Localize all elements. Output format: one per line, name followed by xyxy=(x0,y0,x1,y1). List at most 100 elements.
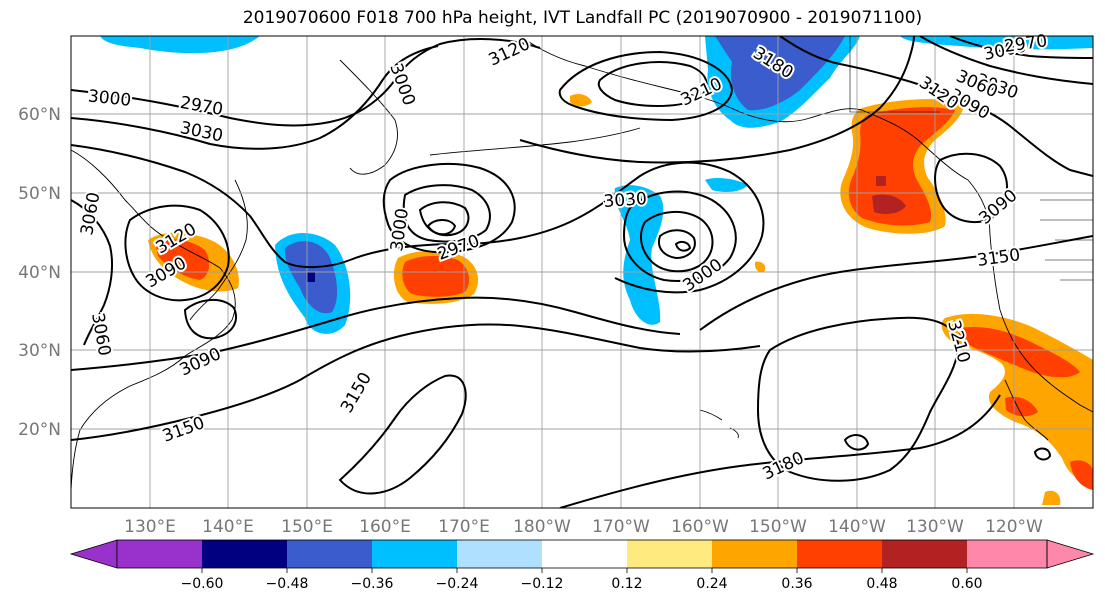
colorbar-segment xyxy=(287,540,372,568)
colorbar-segment xyxy=(882,540,967,568)
height-contour xyxy=(519,36,915,164)
height-contour xyxy=(71,199,114,346)
height-contour xyxy=(779,36,1093,177)
height-contour xyxy=(949,36,1093,59)
colorbar-tick-label: −0.60 xyxy=(181,576,224,592)
height-contour xyxy=(1033,447,1052,461)
lon-label: 130°E xyxy=(124,517,176,537)
ivt-positive-shading xyxy=(148,94,1093,505)
lon-label: 160°E xyxy=(359,517,411,537)
ivt-positive-region xyxy=(872,194,906,214)
lon-label: 150°W xyxy=(749,517,807,537)
coastline-alaska xyxy=(519,36,991,236)
map-title: 2019070600 F018 700 hPa height, IVT Land… xyxy=(242,8,923,28)
lat-label: 60°N xyxy=(18,105,61,125)
height-contour xyxy=(639,210,714,273)
map-frame xyxy=(70,35,1094,509)
height-contour xyxy=(71,38,541,127)
height-contour xyxy=(124,204,230,302)
lon-label: 170°E xyxy=(438,517,490,537)
colorbar-extend-low xyxy=(69,539,118,569)
height-contour xyxy=(558,50,734,122)
height-contour xyxy=(338,374,467,495)
colorbar-tick-label: 0.60 xyxy=(951,576,982,592)
ivt-negative-region xyxy=(307,272,315,282)
height-contour xyxy=(183,299,237,340)
ivt-positive-region xyxy=(402,256,470,297)
colorbar-segment xyxy=(797,540,882,568)
colorbar-tick-label: −0.24 xyxy=(436,576,479,592)
coastline-baja xyxy=(1004,379,1049,441)
height-contour xyxy=(71,144,351,269)
ivt-negative-region xyxy=(900,36,1093,50)
colorbar-tick-label: −0.36 xyxy=(351,576,394,592)
height-contour xyxy=(382,163,516,254)
coastline-north-america xyxy=(989,234,1093,413)
colorbar-tick-label: −0.48 xyxy=(266,576,309,592)
border-line xyxy=(1040,199,1093,281)
height-contour xyxy=(919,36,1093,85)
ivt-negative-region xyxy=(100,36,260,54)
lat-label: 40°N xyxy=(18,263,61,283)
lon-label: 120°W xyxy=(985,517,1043,537)
map-plot-area: 3000 2970 3030 3060 3060 3120 3090 3090 … xyxy=(70,29,1094,509)
colorbar-segment xyxy=(117,540,202,568)
height-contour xyxy=(934,152,1008,224)
height-contour xyxy=(843,434,870,451)
lon-label: 160°W xyxy=(671,517,729,537)
latitude-labels: 60°N 50°N 40°N 30°N 20°N xyxy=(18,105,61,440)
colorbar-segment xyxy=(542,540,627,568)
political-borders xyxy=(849,36,1093,281)
height-contour xyxy=(756,316,960,482)
colorbar-segment xyxy=(627,540,712,568)
height-contour xyxy=(71,45,439,150)
colorbar-tick-label: −0.12 xyxy=(521,576,564,592)
colorbar-tick-label: 0.12 xyxy=(611,576,642,592)
ivt-positive-region xyxy=(1070,460,1093,490)
colorbar-segment xyxy=(202,540,287,568)
ivt-positive-region xyxy=(570,94,592,107)
colorbar: −0.60 −0.48 −0.36 −0.24 −0.12 0.12 0.24 … xyxy=(69,539,1095,592)
colorbar-tick-label: 0.24 xyxy=(696,576,727,592)
height-contour xyxy=(622,190,737,282)
colorbar-segment xyxy=(967,540,1047,568)
height-contours xyxy=(71,36,1093,508)
ivt-negative-region xyxy=(705,177,748,193)
ivt-positive-region xyxy=(1005,396,1038,417)
lon-label: 140°W xyxy=(828,517,886,537)
longitude-labels: 130°E 140°E 150°E 160°E 170°E 180°W 170°… xyxy=(124,517,1043,537)
lon-label: 130°W xyxy=(906,517,964,537)
height-contour xyxy=(597,61,708,107)
ivt-positive-region xyxy=(155,239,210,280)
ivt-positive-region xyxy=(958,326,1080,378)
colorbar-segment xyxy=(372,540,457,568)
colorbar-frame xyxy=(116,539,1048,569)
lon-label: 170°W xyxy=(592,517,650,537)
colorbar-tick-label: 0.48 xyxy=(866,576,897,592)
height-contour xyxy=(402,184,491,243)
height-contour xyxy=(71,296,681,371)
ivt-positive-region xyxy=(754,261,766,273)
colorbar-tick-label: 0.36 xyxy=(781,576,812,592)
colorbar-segment xyxy=(457,540,542,568)
colorbar-tick-marks xyxy=(201,568,968,573)
ivt-positive-region xyxy=(1042,490,1061,505)
height-contour xyxy=(559,394,1001,508)
lat-label: 30°N xyxy=(18,341,61,361)
height-contour xyxy=(658,229,696,260)
contour-label: 3030 xyxy=(603,189,648,212)
height-contour xyxy=(71,323,761,441)
height-contour xyxy=(674,240,692,252)
lon-label: 140°E xyxy=(202,517,254,537)
lon-label: 150°E xyxy=(281,517,333,537)
height-contour xyxy=(349,161,765,294)
ivt-positive-region xyxy=(876,176,886,186)
coastline-asia xyxy=(71,149,236,491)
lat-label: 50°N xyxy=(18,184,61,204)
border-line xyxy=(849,36,940,113)
height-contour xyxy=(699,235,1093,331)
colorbar-segment xyxy=(712,540,797,568)
lon-label: 180°W xyxy=(513,517,571,537)
coastline-japan xyxy=(189,179,248,321)
